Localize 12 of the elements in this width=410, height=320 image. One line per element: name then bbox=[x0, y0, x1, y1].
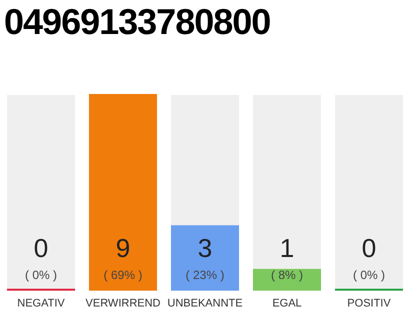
x-tick-label: VERWIRREND bbox=[86, 297, 161, 310]
data-label: 9 ( 69% ) bbox=[104, 232, 142, 282]
chart-title: 04969133780800 bbox=[4, 0, 270, 44]
x-tick-label: NEGATIV bbox=[17, 297, 66, 310]
x-tick-label: EGAL bbox=[272, 297, 302, 310]
data-label: 0 ( 0% ) bbox=[352, 232, 386, 282]
data-label: 3 ( 23% ) bbox=[186, 232, 224, 282]
data-label: 1 ( 8% ) bbox=[270, 232, 304, 282]
x-tick-label: POSITIV bbox=[347, 297, 392, 310]
data-label: 0 ( 0% ) bbox=[24, 232, 58, 282]
bar bbox=[252, 268, 322, 291]
x-tick-label: UNBEKANNTE bbox=[167, 297, 243, 310]
